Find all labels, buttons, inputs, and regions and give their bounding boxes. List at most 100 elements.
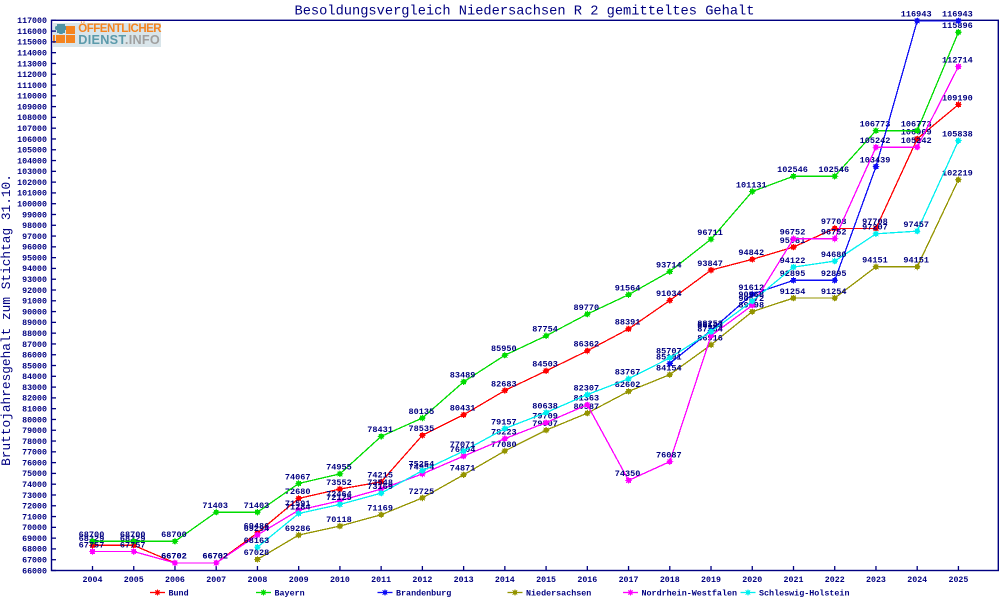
svg-text:Bayern: Bayern: [275, 589, 305, 599]
svg-text:90968: 90968: [738, 290, 764, 300]
svg-text:88000: 88000: [22, 330, 47, 339]
svg-text:2024: 2024: [907, 576, 927, 585]
svg-text:116943: 116943: [942, 10, 973, 20]
svg-text:104000: 104000: [17, 157, 47, 166]
svg-text:90000: 90000: [22, 308, 47, 317]
svg-text:2014: 2014: [495, 576, 515, 585]
svg-text:88253: 88253: [697, 319, 723, 329]
svg-text:2025: 2025: [948, 576, 968, 585]
svg-text:88391: 88391: [615, 318, 641, 328]
svg-text:85000: 85000: [22, 362, 47, 371]
svg-text:91612: 91612: [738, 283, 764, 293]
svg-text:Niedersachsen: Niedersachsen: [526, 589, 591, 599]
svg-text:67028: 67028: [244, 548, 270, 558]
svg-text:78000: 78000: [22, 438, 47, 447]
svg-text:89000: 89000: [22, 319, 47, 328]
svg-text:68000: 68000: [22, 546, 47, 555]
svg-text:106773: 106773: [901, 119, 932, 129]
svg-text:97708: 97708: [821, 217, 847, 227]
svg-text:94122: 94122: [780, 256, 806, 266]
svg-text:103439: 103439: [860, 155, 891, 165]
svg-text:94842: 94842: [738, 248, 764, 258]
svg-text:71284: 71284: [285, 502, 311, 512]
svg-text:71591: 71591: [285, 499, 311, 509]
svg-text:2018: 2018: [660, 576, 680, 585]
svg-text:82307: 82307: [573, 383, 599, 393]
svg-text:94151: 94151: [862, 256, 888, 266]
svg-text:2015: 2015: [536, 576, 556, 585]
svg-text:70118: 70118: [326, 515, 352, 525]
svg-text:Schleswig-Holstein: Schleswig-Holstein: [759, 589, 849, 599]
svg-text:74215: 74215: [367, 471, 393, 481]
svg-text:112000: 112000: [17, 71, 47, 80]
svg-text:87000: 87000: [22, 341, 47, 350]
svg-text:96711: 96711: [697, 228, 723, 238]
svg-text:82000: 82000: [22, 395, 47, 404]
svg-text:97457: 97457: [903, 220, 929, 230]
svg-text:2010: 2010: [330, 576, 350, 585]
svg-text:107000: 107000: [17, 125, 47, 134]
svg-text:91254: 91254: [780, 287, 806, 297]
svg-text:77000: 77000: [22, 449, 47, 458]
svg-text:2011: 2011: [371, 576, 391, 585]
svg-text:73169: 73169: [367, 482, 393, 492]
svg-text:71403: 71403: [244, 501, 270, 511]
svg-text:84000: 84000: [22, 373, 47, 382]
svg-text:97207: 97207: [862, 223, 888, 233]
svg-text:91254: 91254: [821, 287, 847, 297]
svg-text:88143: 88143: [697, 320, 723, 330]
svg-text:2006: 2006: [165, 576, 185, 585]
svg-text:2016: 2016: [577, 576, 597, 585]
svg-text:69486: 69486: [244, 522, 270, 532]
svg-text:106000: 106000: [17, 136, 47, 145]
svg-text:103000: 103000: [17, 168, 47, 177]
svg-text:2021: 2021: [784, 576, 804, 585]
svg-text:105838: 105838: [942, 130, 973, 140]
svg-text:2023: 2023: [866, 576, 886, 585]
svg-text:79157: 79157: [491, 417, 517, 427]
svg-text:2007: 2007: [206, 576, 226, 585]
svg-text:68700: 68700: [120, 530, 146, 540]
svg-text:85950: 85950: [491, 344, 517, 354]
svg-text:67000: 67000: [22, 557, 47, 566]
svg-text:79709: 79709: [532, 411, 558, 421]
svg-text:98000: 98000: [22, 222, 47, 231]
svg-text:74000: 74000: [22, 481, 47, 490]
svg-text:2004: 2004: [83, 576, 103, 585]
svg-text:109000: 109000: [17, 103, 47, 112]
svg-text:82683: 82683: [491, 379, 517, 389]
svg-text:113000: 113000: [17, 60, 47, 69]
svg-text:72464: 72464: [326, 490, 352, 500]
svg-text:94151: 94151: [903, 256, 929, 266]
svg-text:66702: 66702: [202, 552, 228, 562]
svg-text:92000: 92000: [22, 287, 47, 296]
svg-text:71169: 71169: [367, 504, 393, 514]
svg-text:102000: 102000: [17, 179, 47, 188]
svg-text:111000: 111000: [17, 82, 47, 91]
svg-text:80431: 80431: [450, 404, 476, 414]
svg-text:2017: 2017: [619, 576, 639, 585]
svg-text:2013: 2013: [454, 576, 474, 585]
svg-text:94680: 94680: [821, 250, 847, 260]
svg-text:81000: 81000: [22, 405, 47, 414]
svg-text:75254: 75254: [409, 459, 435, 469]
svg-text:74955: 74955: [326, 463, 352, 473]
svg-text:76000: 76000: [22, 459, 47, 468]
svg-text:68163: 68163: [244, 536, 270, 546]
svg-text:110000: 110000: [17, 93, 47, 102]
svg-text:68329: 68329: [79, 534, 105, 544]
svg-text:115000: 115000: [17, 39, 47, 48]
svg-text:2009: 2009: [289, 576, 309, 585]
svg-text:78431: 78431: [367, 425, 393, 435]
svg-text:69286: 69286: [285, 524, 311, 534]
svg-text:2005: 2005: [124, 576, 144, 585]
svg-text:115896: 115896: [942, 21, 973, 31]
svg-text:66702: 66702: [161, 552, 187, 562]
svg-text:2012: 2012: [412, 576, 432, 585]
svg-text:96752: 96752: [780, 228, 806, 238]
svg-text:106773: 106773: [860, 119, 891, 129]
svg-text:100000: 100000: [17, 201, 47, 210]
svg-text:74350: 74350: [615, 469, 641, 479]
svg-text:76087: 76087: [656, 450, 682, 460]
svg-text:86362: 86362: [573, 340, 599, 350]
